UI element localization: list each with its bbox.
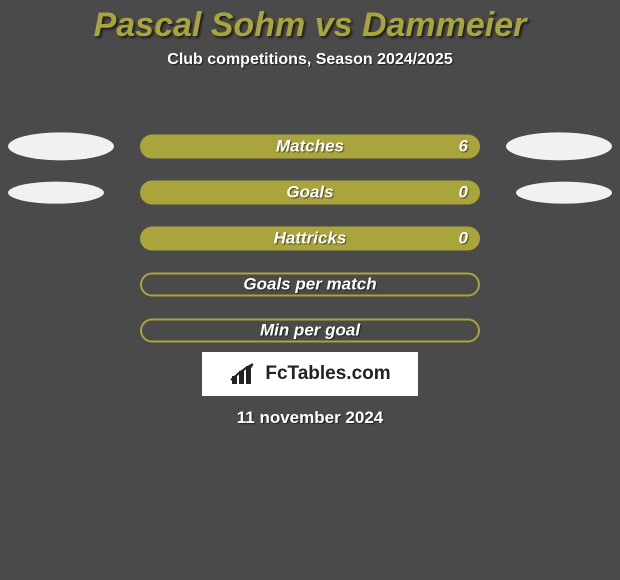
stat-bar: Matches6 <box>140 135 480 159</box>
bar-chart-icon <box>229 362 259 386</box>
player-ellipse-left <box>8 182 104 204</box>
logo-text: FcTables.com <box>265 363 390 385</box>
stat-bar: Hattricks0 <box>140 227 480 251</box>
stat-label: Goals per match <box>142 275 478 295</box>
page-title: Pascal Sohm vs Dammeier <box>0 0 620 45</box>
player-ellipse-right <box>516 182 612 204</box>
stat-value: 0 <box>459 183 468 203</box>
stat-row: Hattricks0 <box>0 217 620 263</box>
player-ellipse-right <box>506 132 612 160</box>
stat-bar: Goals0 <box>140 181 480 205</box>
stat-row: Matches6 <box>0 125 620 171</box>
stat-bar: Min per goal <box>140 319 480 343</box>
fctables-logo: FcTables.com <box>202 352 418 396</box>
player-ellipse-left <box>8 132 114 160</box>
stat-label: Goals <box>140 183 480 203</box>
subtitle: Club competitions, Season 2024/2025 <box>0 51 620 69</box>
stat-label: Min per goal <box>142 321 478 341</box>
stat-label: Hattricks <box>140 229 480 249</box>
stat-value: 6 <box>459 137 468 157</box>
stat-row: Goals per match <box>0 263 620 309</box>
stats-rows: Matches6Goals0Hattricks0Goals per matchM… <box>0 125 620 355</box>
date-label: 11 november 2024 <box>0 408 620 428</box>
stat-row: Goals0 <box>0 171 620 217</box>
stat-value: 0 <box>459 229 468 249</box>
stat-row: Min per goal <box>0 309 620 355</box>
stat-label: Matches <box>140 137 480 157</box>
stat-bar: Goals per match <box>140 273 480 297</box>
